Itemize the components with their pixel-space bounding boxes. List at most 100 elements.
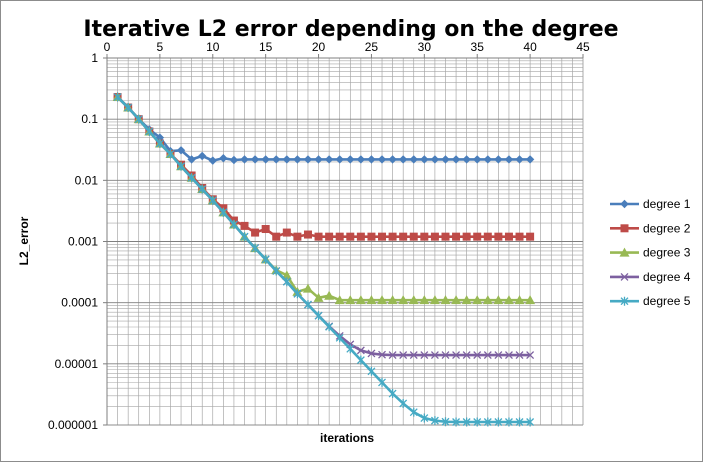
- data-point: [282, 277, 291, 287]
- data-point: [240, 155, 249, 164]
- data-point: [293, 232, 302, 241]
- data-point: [145, 126, 154, 136]
- data-point: [219, 154, 228, 163]
- data-point: [261, 254, 270, 264]
- data-point: [387, 295, 398, 305]
- data-point: [451, 155, 461, 164]
- data-point: [208, 195, 217, 205]
- data-point: [398, 295, 409, 305]
- data-point: [420, 351, 429, 360]
- data-point: [473, 155, 482, 164]
- data-point: [515, 351, 524, 360]
- data-point: [472, 295, 483, 305]
- data-point: [483, 351, 492, 360]
- legend-marker: [620, 224, 629, 233]
- data-point: [324, 290, 335, 300]
- x-tick-label: 25: [365, 40, 379, 54]
- data-point: [462, 417, 471, 427]
- data-point: [293, 289, 302, 299]
- y-tick-label: 0.1: [81, 112, 98, 126]
- x-tick-label: 10: [206, 40, 220, 54]
- legend-item: degree 2: [610, 221, 691, 235]
- data-point: [281, 270, 292, 280]
- legend-item: degree 1: [610, 197, 691, 211]
- data-point: [483, 417, 492, 427]
- y-tick-label: 0.000001: [48, 418, 98, 432]
- data-point: [302, 283, 313, 293]
- data-point: [155, 139, 164, 149]
- data-point: [409, 232, 418, 241]
- data-point: [261, 155, 270, 164]
- y-tick-label: 1: [91, 51, 98, 65]
- data-point: [198, 184, 207, 194]
- x-tick-label: 0: [104, 40, 111, 54]
- x-tick-label: 15: [259, 40, 273, 54]
- data-point: [377, 295, 388, 305]
- series-line: [116, 96, 531, 162]
- data-point: [515, 155, 524, 164]
- data-point: [208, 156, 217, 165]
- data-point: [452, 351, 461, 360]
- data-point: [388, 389, 397, 399]
- legend-marker: [620, 272, 629, 281]
- data-point: [282, 228, 291, 237]
- data-point: [388, 155, 397, 164]
- data-point: [398, 155, 408, 164]
- data-point: [324, 155, 334, 164]
- legend-item: degree 4: [610, 270, 691, 284]
- series-5: [113, 92, 535, 427]
- data-point: [166, 149, 175, 159]
- data-point: [420, 232, 429, 241]
- data-point: [261, 225, 270, 234]
- data-point: [366, 295, 377, 305]
- series-layer: [112, 92, 536, 427]
- data-point: [504, 351, 513, 360]
- data-point: [504, 417, 513, 427]
- data-point: [113, 92, 122, 102]
- data-point: [356, 355, 365, 365]
- data-point: [377, 155, 387, 164]
- y-tick-label: 0.001: [68, 235, 98, 249]
- x-tick-label: 45: [576, 40, 590, 54]
- data-point: [356, 232, 365, 241]
- data-point: [325, 232, 334, 241]
- data-point: [399, 398, 408, 408]
- data-point: [441, 232, 450, 241]
- data-point: [462, 232, 471, 241]
- series-2: [113, 93, 535, 241]
- data-point: [494, 417, 503, 427]
- data-point: [452, 232, 461, 241]
- data-point: [346, 155, 355, 164]
- data-point: [187, 155, 196, 164]
- data-point: [388, 351, 397, 360]
- data-point: [494, 351, 503, 360]
- data-point: [378, 232, 387, 241]
- data-point: [229, 155, 239, 165]
- legend-item: degree 5: [610, 294, 691, 308]
- data-point: [134, 114, 143, 124]
- data-point: [367, 366, 376, 376]
- data-point: [325, 322, 334, 332]
- data-point: [367, 232, 376, 241]
- data-point: [514, 295, 525, 305]
- x-tick-labels: 0 5 10 15 20 25 30 35 40 45: [104, 40, 590, 58]
- legend-label: degree 2: [643, 221, 691, 235]
- data-point: [494, 155, 503, 164]
- data-point: [451, 295, 462, 305]
- data-point: [473, 351, 482, 360]
- data-point: [272, 232, 281, 241]
- data-point: [314, 232, 323, 241]
- data-point: [314, 155, 323, 164]
- x-tick-label: 30: [418, 40, 432, 54]
- data-point: [378, 350, 386, 359]
- data-point: [272, 155, 281, 164]
- y-tick-label: 0.0001: [61, 296, 98, 310]
- data-point: [124, 103, 133, 113]
- data-point: [367, 155, 376, 164]
- data-point: [345, 295, 356, 305]
- data-point: [399, 232, 408, 241]
- data-point: [303, 230, 312, 239]
- x-tick-label: 40: [523, 40, 537, 54]
- data-point: [251, 228, 260, 237]
